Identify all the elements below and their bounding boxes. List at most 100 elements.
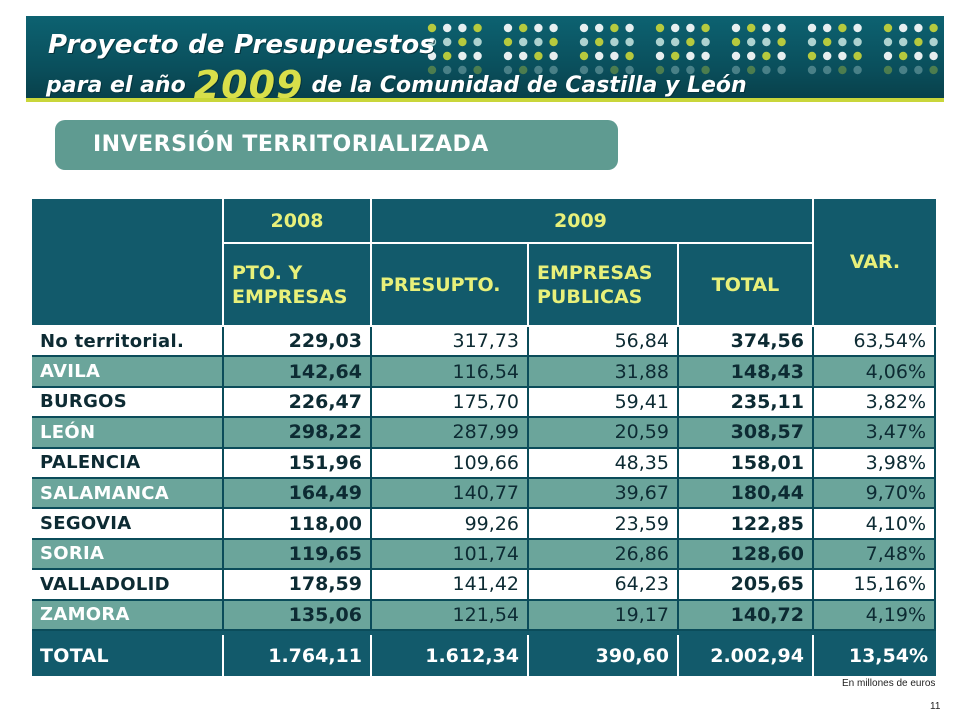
title-year: 2009 xyxy=(193,63,304,102)
banner-dot xyxy=(443,51,452,61)
banner-dot xyxy=(807,37,817,47)
banner-dot xyxy=(655,65,665,75)
banner-dot xyxy=(914,37,923,47)
banner-dot xyxy=(929,37,938,47)
banner-dot xyxy=(899,51,908,61)
banner-dot xyxy=(762,37,771,47)
banner-dot xyxy=(443,23,452,33)
banner-dot xyxy=(519,51,528,61)
table-cell-var: 7,48% xyxy=(814,539,936,571)
banner-dot xyxy=(731,37,741,47)
table-cell-var: 15,16% xyxy=(814,570,936,601)
banner-dot xyxy=(762,23,771,33)
table-cell-empresas: 56,84 xyxy=(529,327,679,358)
title-suffix: de la Comunidad de Castilla y León xyxy=(311,73,747,98)
banner-dot xyxy=(625,65,634,75)
banner-dot xyxy=(929,51,938,61)
banner-dot xyxy=(777,65,786,75)
header-presupto: PRESUPTO. xyxy=(372,244,529,327)
banner-dot xyxy=(473,37,482,47)
table-cell-empresas: 39,67 xyxy=(529,479,679,510)
banner-dot xyxy=(762,65,771,75)
row-label: PALENCIA xyxy=(32,448,224,479)
banner-dot xyxy=(503,23,513,33)
banner-dot xyxy=(914,23,923,33)
table-cell-total: 158,01 xyxy=(679,448,814,479)
table-cell-total: 148,43 xyxy=(679,357,814,388)
banner-dot xyxy=(427,37,437,47)
banner-dot xyxy=(579,51,589,61)
table-cell-total: 180,44 xyxy=(679,479,814,510)
header-pto-line1: PTO. Y xyxy=(232,261,303,284)
banner-dot xyxy=(838,51,847,61)
units-note: En millones de euros xyxy=(842,678,936,689)
header-year-2009: 2009 xyxy=(372,199,814,244)
banner-dot xyxy=(534,37,543,47)
row-label: ZAMORA xyxy=(32,600,224,631)
banner-dot xyxy=(671,37,680,47)
table-cell-v2008: 298,22 xyxy=(224,418,372,449)
decorative-dots xyxy=(427,23,938,75)
title-prefix: para el año xyxy=(46,73,186,98)
banner-dot xyxy=(701,51,710,61)
banner-dot xyxy=(458,37,467,47)
header-pto-empresas: PTO. Y EMPRESAS xyxy=(224,244,372,327)
table-cell-var: 3,98% xyxy=(814,448,936,479)
banner-dot xyxy=(807,51,817,61)
table-cell-var: 63,54% xyxy=(814,327,936,358)
banner-dot xyxy=(747,37,756,47)
total-cell-empresas: 390,60 xyxy=(529,635,679,676)
banner-dot xyxy=(686,23,695,33)
banner-dot xyxy=(655,23,665,33)
header-banner: Proyecto de Presupuestos para el año 200… xyxy=(26,16,944,102)
table-cell-empresas: 19,17 xyxy=(529,600,679,631)
banner-dot xyxy=(899,37,908,47)
banner-dot xyxy=(823,23,832,33)
banner-dot xyxy=(610,37,619,47)
banner-dot xyxy=(838,23,847,33)
banner-dot xyxy=(549,65,558,75)
row-label: BURGOS xyxy=(32,387,224,419)
banner-dot xyxy=(883,23,893,33)
header-emp-line1: EMPRESAS xyxy=(537,261,653,284)
table-cell-total: 374,56 xyxy=(679,327,814,358)
header-emp-line2: PUBLICAS xyxy=(537,285,643,308)
table-cell-v2008: 164,49 xyxy=(224,479,372,510)
banner-dot xyxy=(671,65,680,75)
banner-dot xyxy=(610,51,619,61)
banner-dot xyxy=(747,65,756,75)
table-cell-var: 4,06% xyxy=(814,357,936,388)
table-cell-empresas: 64,23 xyxy=(529,570,679,601)
row-label: LEÓN xyxy=(32,418,224,449)
row-label: SEGOVIA xyxy=(32,509,224,540)
table-cell-v2008: 178,59 xyxy=(224,570,372,601)
header-pto-line2: EMPRESAS xyxy=(232,285,348,308)
banner-dot xyxy=(777,37,786,47)
table-cell-empresas: 31,88 xyxy=(529,357,679,388)
table-cell-empresas: 48,35 xyxy=(529,448,679,479)
banner-dot xyxy=(731,51,741,61)
table-cell-total: 235,11 xyxy=(679,387,814,419)
banner-dot xyxy=(473,65,482,75)
banner-dot xyxy=(549,51,558,61)
row-label: SALAMANCA xyxy=(32,479,224,510)
banner-dot xyxy=(899,23,908,33)
presentation-title-line2: para el año 2009 de la Comunidad de Cast… xyxy=(46,63,747,102)
table-cell-v2008: 226,47 xyxy=(224,387,372,419)
table-cell-var: 4,10% xyxy=(814,509,936,540)
banner-dot xyxy=(579,23,589,33)
banner-dot xyxy=(686,51,695,61)
banner-dot xyxy=(473,51,482,61)
banner-dot xyxy=(610,65,619,75)
section-tab: INVERSIÓN TERRITORIALIZADA xyxy=(55,120,618,170)
total-cell-v2008: 1.764,11 xyxy=(224,635,372,676)
banner-dot xyxy=(458,65,467,75)
banner-dot xyxy=(777,23,786,33)
banner-dot xyxy=(519,23,528,33)
table-cell-v2008: 135,06 xyxy=(224,600,372,631)
banner-dot xyxy=(473,23,482,33)
table-cell-presupto: 101,74 xyxy=(372,539,529,571)
banner-accent-line xyxy=(26,98,944,102)
banner-dot xyxy=(503,51,513,61)
table-cell-total: 205,65 xyxy=(679,570,814,601)
